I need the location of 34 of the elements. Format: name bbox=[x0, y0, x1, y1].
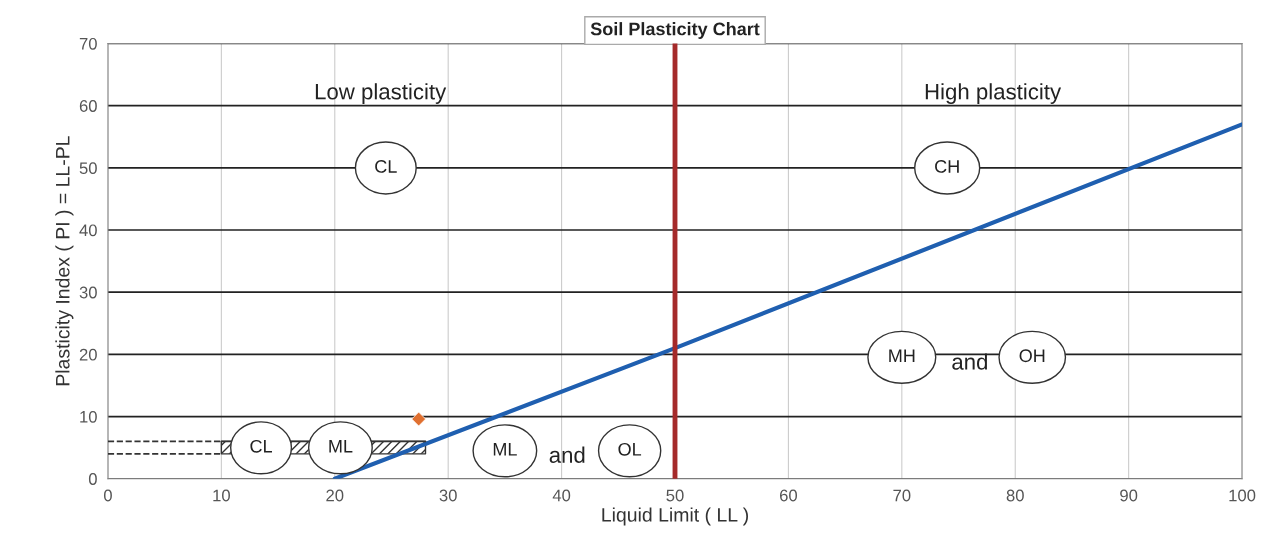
x-tick-label: 20 bbox=[326, 489, 344, 502]
y-tick-label: 60 bbox=[79, 100, 97, 112]
x-tick-label: 0 bbox=[103, 489, 112, 502]
x-tick-label: 30 bbox=[439, 489, 457, 502]
annotation: ML bbox=[493, 443, 517, 456]
x-tick-label: 70 bbox=[893, 489, 911, 502]
annotation: Low plasticity bbox=[315, 83, 447, 104]
x-axis-title: Liquid Limit ( LL ) bbox=[602, 507, 749, 526]
y-axis-title: Plasticity Index ( PI ) = LL-PL bbox=[55, 136, 74, 386]
y-tick-label: 10 bbox=[80, 410, 97, 423]
y-tick-label: 50 bbox=[79, 162, 97, 175]
x-tick-label: 60 bbox=[779, 489, 798, 502]
annotation: ML bbox=[329, 440, 353, 453]
annotation: CH bbox=[935, 160, 959, 173]
x-tick-label: 40 bbox=[552, 489, 571, 502]
annotation: OH bbox=[1019, 349, 1045, 363]
y-tick-label: 20 bbox=[79, 348, 97, 361]
annotation: OL bbox=[618, 442, 642, 456]
annotation: CL bbox=[375, 160, 397, 173]
annotation: MH bbox=[889, 349, 915, 362]
annotation: CL bbox=[250, 439, 272, 453]
y-tick-label: 30 bbox=[79, 286, 97, 299]
x-tick-label: 50 bbox=[666, 489, 684, 502]
x-tick-label: 100 bbox=[1229, 489, 1256, 502]
x-tick-label: 80 bbox=[1006, 489, 1024, 502]
annotation: and bbox=[952, 353, 987, 370]
x-tick-label: 10 bbox=[213, 489, 230, 502]
annotation: High plasticity bbox=[925, 83, 1062, 104]
y-tick-label: 0 bbox=[88, 473, 97, 485]
x-tick-label: 90 bbox=[1120, 489, 1138, 502]
y-tick-label: 40 bbox=[79, 224, 97, 237]
y-tick-label: 70 bbox=[79, 37, 97, 50]
chart-title: Soil Plasticity Chart bbox=[590, 22, 760, 39]
annotation: and bbox=[549, 446, 585, 463]
